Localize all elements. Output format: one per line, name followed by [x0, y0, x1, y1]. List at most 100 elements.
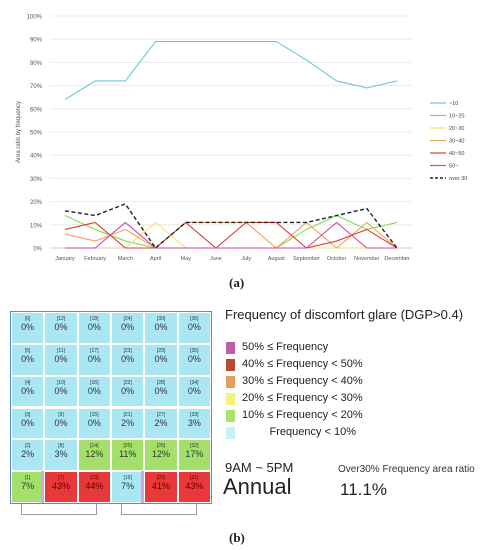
grid-cell: [10] 0%	[44, 375, 78, 408]
cell-value: 0%	[121, 385, 135, 396]
grid-cell: [5] 0%	[11, 343, 45, 376]
cell-id: [1]	[24, 475, 31, 482]
grid-cell: [19] 7%	[111, 471, 145, 503]
cell-id: [18]	[90, 316, 99, 322]
cell-id: [9]	[58, 411, 64, 418]
grid-cell: [27] 2%	[144, 407, 178, 440]
grid-cell: [15] 0%	[77, 407, 111, 440]
cell-value: 0%	[87, 385, 101, 396]
grid-cell: [12] 0%	[44, 312, 78, 344]
glare-title: Frequency of discomfort glare (DGP>0.4)	[225, 307, 464, 322]
cell-id: [10]	[56, 379, 66, 386]
grid-cell: [32] 17%	[177, 439, 211, 472]
cell-value: 0%	[154, 322, 168, 332]
legend-label: 20~30	[449, 126, 464, 132]
cell-value: 44%	[85, 481, 104, 492]
cell-value: 12%	[85, 449, 104, 460]
cell-value: 7%	[21, 481, 35, 492]
y-axis-label: Area ratio by frequency	[16, 101, 22, 163]
cell-id: [29]	[156, 347, 166, 354]
legend-label: 30~40	[449, 139, 464, 145]
cell-value: 2%	[154, 417, 168, 428]
y-tick-label: 10%	[30, 223, 43, 229]
line-chart-a: 0% 10% 20% 30% 40% 50% 60% 70% 80% 90% 100% January…	[16, 15, 467, 263]
window-outline-left	[21, 504, 97, 515]
y-tick-label: 40%	[30, 154, 43, 160]
cell-id: [11]	[57, 347, 65, 354]
cell-id: [8]	[58, 443, 64, 450]
cell-id: [34]	[190, 379, 199, 386]
cell-id: [2]	[24, 443, 31, 450]
grid-cell: [8] 3%	[44, 439, 78, 472]
cell-value: 2%	[121, 417, 135, 428]
cell-value: 0%	[187, 385, 201, 396]
legend-label: ~10	[449, 101, 458, 107]
legend-label: 10% ≤ Frequency < 20%	[242, 409, 363, 421]
cell-id: [31]	[190, 475, 199, 482]
cell-value: 41%	[151, 481, 170, 492]
legend-label: 40% ≤ Frequency < 50%	[242, 358, 363, 370]
x-tick-label: September	[293, 256, 320, 262]
y-tick-label: 100%	[27, 15, 43, 21]
series-line-6	[64, 203, 398, 250]
y-tick-label: 50%	[30, 131, 43, 137]
cell-value: 0%	[21, 417, 35, 428]
grid-cell: [24] 0%	[111, 312, 145, 344]
cell-id: [3]	[24, 411, 31, 418]
cell-id: [28]	[156, 379, 166, 386]
grid-cell: [1] 7%	[11, 471, 45, 503]
y-tick-label: 80%	[30, 61, 43, 67]
cell-value: 0%	[54, 417, 68, 428]
x-tick-label: December	[384, 256, 410, 262]
glare-frequency-grid: [1] 7% [2] 2% [3] 0% [4] 0% [5] 0% [6] 0% [7] 43% [8] 3…	[10, 311, 212, 504]
cell-value: 0%	[187, 322, 201, 332]
cell-id: [35]	[190, 347, 199, 354]
grid-cell: [22] 0%	[111, 375, 145, 408]
legend-label: 40~50	[449, 151, 464, 157]
legend-swatch	[226, 342, 235, 354]
cell-value: 0%	[154, 385, 168, 396]
series-line-5	[65, 221, 397, 249]
legend-label: 50% ≤ Frequency	[242, 341, 329, 353]
caption-b: (b)	[229, 530, 245, 545]
grid-cell: [26] 12%	[144, 439, 178, 472]
cell-id: [24]	[123, 316, 132, 322]
grid-cell: [2] 2%	[11, 439, 45, 472]
y-tick-label: 20%	[30, 200, 43, 206]
cell-id: [21]	[123, 411, 132, 418]
cell-value: 0%	[21, 385, 35, 396]
cell-id: [12]	[56, 316, 66, 322]
cell-value: 2%	[21, 449, 35, 460]
grid-cell: [23] 0%	[111, 343, 145, 376]
grid-cell: [17] 0%	[77, 343, 111, 376]
grid-cell: [30] 0%	[144, 312, 178, 344]
x-tick-label: April	[150, 256, 161, 262]
cell-id: [19]	[123, 475, 132, 482]
grid-cell: [9] 0%	[44, 407, 78, 440]
cell-id: [36]	[190, 316, 199, 322]
grid-cell: [4] 0%	[11, 375, 45, 408]
period-label: Annual	[223, 474, 292, 499]
y-tick-label: 60%	[30, 107, 43, 113]
cell-value: 0%	[121, 322, 135, 332]
cell-value: 0%	[154, 353, 168, 364]
cell-value: 0%	[87, 417, 101, 428]
cell-value: 17%	[185, 449, 204, 460]
grid-cell: [14] 12%	[77, 439, 111, 472]
y-tick-label: 90%	[30, 38, 43, 44]
cell-id: [4]	[24, 379, 31, 386]
legend-label: 30% ≤ Frequency < 40%	[242, 375, 363, 387]
grid-cell: [36] 0%	[177, 312, 211, 344]
series-line-3	[64, 221, 398, 249]
cell-id: [26]	[156, 443, 166, 450]
series-line-4	[64, 221, 398, 249]
cell-value: 0%	[54, 353, 68, 364]
legend-label: 10~20	[449, 114, 464, 120]
grid-cell: [25] 41%	[144, 471, 178, 503]
cell-id: [7]	[58, 475, 64, 482]
cell-id: [14]	[90, 443, 99, 450]
caption-a: (a)	[229, 275, 245, 290]
over30-label: Over30% Frequency area ratio	[338, 464, 475, 475]
grid-cell: [7] 43%	[44, 471, 78, 503]
x-tick-label: February	[84, 256, 106, 262]
